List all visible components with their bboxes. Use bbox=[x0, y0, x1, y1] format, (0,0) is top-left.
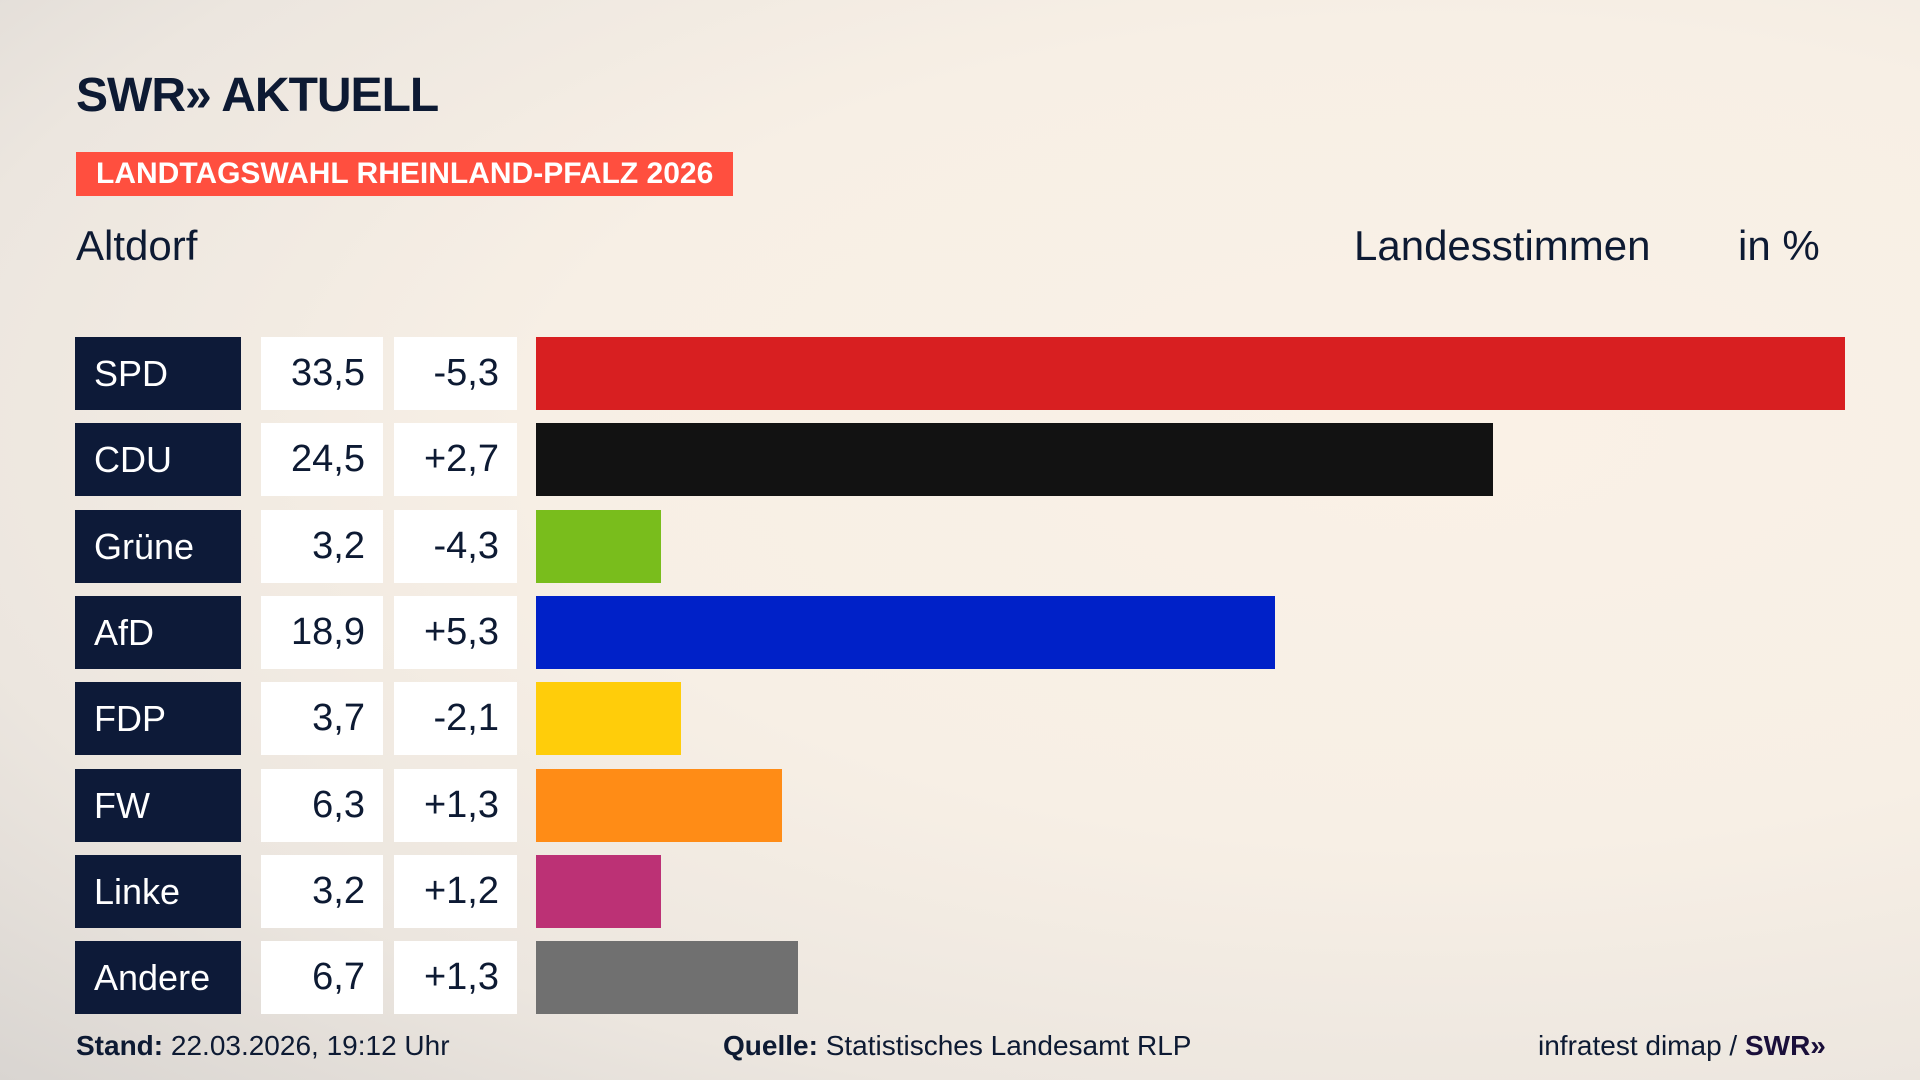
vote-type-label: Landesstimmen bbox=[1354, 222, 1651, 269]
value-label: 3,2 bbox=[261, 509, 383, 583]
party-label: CDU bbox=[75, 423, 241, 497]
diff-label: +1,3 bbox=[394, 768, 517, 842]
bar bbox=[536, 595, 1275, 669]
diff-label: +1,3 bbox=[394, 941, 517, 1015]
bar bbox=[536, 768, 783, 842]
value-label: 3,2 bbox=[261, 854, 383, 928]
party-label: Andere bbox=[75, 941, 241, 1015]
source-value: Statistisches Landesamt RLP bbox=[825, 1030, 1192, 1061]
bar bbox=[536, 423, 1494, 497]
value-label: 6,3 bbox=[261, 768, 383, 842]
diff-label: +5,3 bbox=[394, 595, 517, 669]
bar-row: FDP 3,7 -2,1 bbox=[0, 682, 1920, 756]
diff-label: -4,3 bbox=[394, 509, 517, 583]
bar-row: CDU 24,5 +2,7 bbox=[0, 423, 1920, 497]
party-label: Linke bbox=[75, 854, 241, 928]
diff-label: -2,1 bbox=[394, 682, 517, 756]
party-label: Grüne bbox=[75, 509, 241, 583]
election-banner: LANDTAGSWAHL RHEINLAND-PFALZ 2026 bbox=[76, 152, 734, 196]
value-label: 24,5 bbox=[261, 423, 383, 497]
stand-label: Stand: bbox=[76, 1030, 164, 1061]
bar bbox=[536, 854, 662, 928]
swr-aktuell-logo: SWR» AKTUELL bbox=[76, 69, 439, 122]
bar bbox=[536, 337, 1845, 410]
value-label: 6,7 bbox=[261, 941, 383, 1015]
diff-label: -5,3 bbox=[394, 337, 517, 410]
value-label: 3,7 bbox=[261, 682, 383, 756]
bar-row: Linke 3,2 +1,2 bbox=[0, 854, 1920, 928]
source: Quelle: Statistisches Landesamt RLP bbox=[723, 1030, 1191, 1062]
swr-logo: SWR» bbox=[1744, 1030, 1826, 1061]
bar-row: Grüne 3,2 -4,3 bbox=[0, 509, 1920, 583]
timestamp: Stand: 22.03.2026, 19:12 Uhr bbox=[76, 1030, 450, 1062]
credit-text: infratest dimap / bbox=[1538, 1030, 1738, 1061]
region-title: Altdorf bbox=[76, 222, 198, 269]
value-label: 33,5 bbox=[261, 337, 383, 410]
bar-row: Andere 6,7 +1,3 bbox=[0, 941, 1920, 1015]
bar-row: AfD 18,9 +5,3 bbox=[0, 595, 1920, 669]
bar bbox=[536, 682, 681, 756]
unit-label: in % bbox=[1738, 222, 1820, 269]
bar-row: SPD 33,5 -5,3 bbox=[0, 337, 1920, 410]
party-label: AfD bbox=[75, 595, 241, 669]
party-label: SPD bbox=[75, 337, 241, 410]
stand-value: 22.03.2026, 19:12 Uhr bbox=[170, 1030, 450, 1061]
bar-row: FW 6,3 +1,3 bbox=[0, 768, 1920, 842]
value-label: 18,9 bbox=[261, 595, 383, 669]
bar bbox=[536, 509, 662, 583]
credit: infratest dimap / SWR» bbox=[1538, 1030, 1826, 1062]
diff-label: +2,7 bbox=[394, 423, 517, 497]
diff-label: +1,2 bbox=[394, 854, 517, 928]
source-label: Quelle: bbox=[723, 1030, 818, 1061]
party-label: FDP bbox=[75, 682, 241, 756]
party-label: FW bbox=[75, 768, 241, 842]
bar bbox=[536, 941, 798, 1015]
